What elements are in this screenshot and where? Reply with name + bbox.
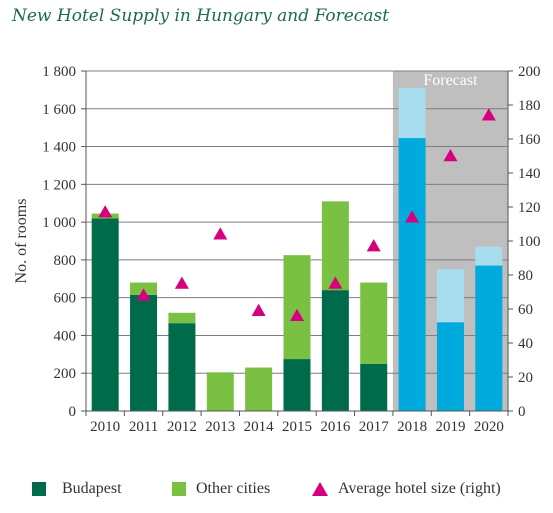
legend-item-budapest: Budapest: [32, 480, 122, 498]
x-tick-label: 2018: [397, 419, 427, 435]
legend-label-other-cities: Other cities: [196, 480, 271, 497]
legend-marker-average-hotel-size: [312, 482, 328, 496]
avg-hotel-size-marker: [443, 149, 458, 162]
x-tick-label: 2016: [320, 419, 351, 435]
y2-tick-label: 180: [518, 98, 541, 114]
bar-other-cities: [168, 312, 196, 324]
x-tick-label: 2012: [167, 419, 197, 435]
y-tick-label: 400: [54, 328, 77, 344]
avg-hotel-size-marker: [405, 210, 420, 223]
bar-budapest: [360, 363, 388, 411]
bar-other-cities: [283, 255, 311, 360]
y2-tick-label: 100: [518, 234, 541, 250]
x-tick-label: 2013: [205, 419, 235, 435]
avg-hotel-size-marker: [136, 288, 151, 301]
bar-budapest: [283, 359, 311, 411]
y-tick-label: 800: [54, 253, 77, 269]
x-tick-label: 2020: [474, 419, 504, 435]
avg-hotel-size-marker: [98, 205, 113, 218]
y2-tick-label: 120: [518, 200, 541, 216]
bar-other-cities: [398, 88, 426, 139]
bar-budapest: [398, 138, 426, 412]
avg-hotel-size-marker: [213, 227, 228, 240]
bar-other-cities: [245, 367, 273, 411]
y2-tick-label: 40: [518, 336, 533, 352]
legend-label-budapest: Budapest: [62, 480, 122, 497]
y-tick-label: 1 400: [42, 140, 76, 156]
avg-hotel-size-marker: [251, 303, 266, 316]
y-tick-label: 1 600: [42, 102, 76, 118]
bar-budapest: [475, 265, 503, 411]
x-tick-label: 2019: [435, 419, 465, 435]
y-tick-label: 0: [69, 404, 77, 420]
y2-tick-label: 160: [518, 132, 541, 148]
bar-other-cities: [206, 372, 234, 411]
bar-budapest: [436, 322, 464, 411]
legend-item-average-hotel-size: Average hotel size (right): [312, 480, 501, 498]
bar-other-cities: [360, 282, 388, 364]
bar-other-cities: [475, 246, 503, 266]
legend: Budapest Other cities Average hotel size…: [0, 480, 553, 508]
y-tick-label: 600: [54, 291, 77, 307]
bar-budapest: [168, 323, 196, 411]
bar-other-cities: [321, 201, 349, 291]
y-tick-label: 200: [54, 366, 77, 382]
y2-tick-label: 20: [518, 370, 533, 386]
y2-tick-label: 0: [518, 404, 526, 420]
y2-tick-label: 200: [518, 64, 541, 80]
bar-budapest: [130, 294, 158, 411]
x-tick-label: 2011: [129, 419, 158, 435]
x-tick-label: 2014: [244, 419, 275, 435]
y-tick-label: 1 800: [42, 64, 76, 80]
y2-tick-label: 60: [518, 302, 533, 318]
avg-hotel-size-marker: [290, 308, 304, 322]
x-tick-label: 2010: [90, 419, 120, 435]
avg-hotel-size-marker: [366, 239, 381, 252]
y-tick-label: 1 000: [42, 215, 76, 231]
legend-label-average-hotel-size: Average hotel size (right): [338, 480, 501, 497]
bar-budapest: [321, 290, 349, 411]
legend-swatch-budapest: [32, 482, 46, 496]
bar-budapest: [91, 218, 119, 411]
y-axis-label: No. of rooms: [13, 199, 30, 284]
avg-hotel-size-marker: [174, 276, 189, 289]
avg-hotel-size-marker: [328, 276, 343, 289]
legend-item-other-cities: Other cities: [172, 480, 270, 498]
y-tick-label: 1 200: [42, 177, 76, 193]
forecast-label: Forecast: [423, 72, 478, 89]
bar-other-cities: [436, 269, 464, 323]
legend-swatch-other-cities: [172, 482, 186, 496]
chart-title: New Hotel Supply in Hungary and Forecast: [12, 6, 390, 26]
avg-hotel-size-marker: [481, 108, 496, 121]
y2-tick-label: 80: [518, 268, 533, 284]
y2-tick-label: 140: [518, 166, 541, 182]
x-tick-label: 2017: [359, 419, 390, 435]
x-tick-label: 2015: [282, 419, 312, 435]
